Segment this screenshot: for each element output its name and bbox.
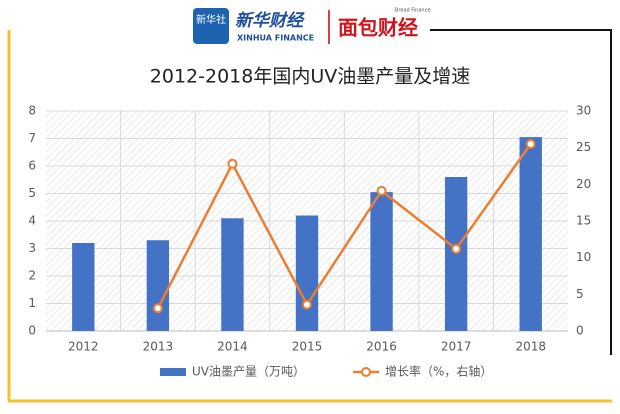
y2-tick-label: 10 <box>576 250 591 264</box>
line-marker <box>227 158 238 169</box>
bar <box>221 218 244 331</box>
brand: 新华财经 <box>235 11 305 31</box>
legend-label: UV油墨产量（万吨） <box>192 365 305 379</box>
chart-title: 2012-2018年国内UV油墨产量及增速 <box>150 66 470 88</box>
y-tick-label: 2 <box>28 269 36 283</box>
x-tick-label: 2016 <box>366 340 397 354</box>
bar <box>444 177 468 331</box>
line-marker <box>152 303 163 314</box>
logo-badge-text: 新华社 <box>196 13 226 26</box>
bar <box>295 215 319 331</box>
y-tick-label: 4 <box>28 214 36 228</box>
bar <box>146 240 170 331</box>
legend-swatch <box>160 368 186 376</box>
partner: 面包财经 <box>338 16 418 40</box>
y-tick-label: 6 <box>28 159 36 173</box>
bar <box>370 192 393 331</box>
y-tick-label: 8 <box>28 104 36 118</box>
logo-badge <box>193 8 229 44</box>
y2-tick-label: 25 <box>576 140 591 154</box>
line-marker <box>302 299 312 310</box>
y2-tick-label: 0 <box>576 324 584 338</box>
x-tick-label: 2015 <box>292 340 323 354</box>
y2-tick-label: 30 <box>576 104 591 118</box>
line-marker <box>451 243 462 254</box>
x-tick-label: 2018 <box>515 340 546 354</box>
x-tick-label: 2017 <box>441 340 472 354</box>
bar <box>519 137 542 331</box>
y2-tick-label: 15 <box>576 214 591 228</box>
partner-en: Bread Finance <box>395 8 430 14</box>
line-marker <box>376 185 387 196</box>
y-tick-label: 7 <box>28 131 36 145</box>
legend-swatch <box>361 367 371 377</box>
line-marker <box>525 139 536 149</box>
y2-tick-label: 20 <box>576 177 591 191</box>
bar <box>72 243 95 331</box>
y-tick-label: 0 <box>28 324 36 338</box>
x-tick-label: 2013 <box>143 340 174 354</box>
y-tick-label: 1 <box>28 296 36 310</box>
legend-label: 增长率（%，右轴） <box>385 364 492 379</box>
y-tick-label: 5 <box>28 186 36 200</box>
brand-en: XINHUA FINANCE <box>237 34 314 43</box>
y2-tick-label: 5 <box>576 287 584 301</box>
x-tick-label: 2014 <box>217 340 248 354</box>
line <box>156 143 532 309</box>
y-tick-label: 3 <box>28 241 36 255</box>
x-tick-label: 2012 <box>68 340 99 354</box>
